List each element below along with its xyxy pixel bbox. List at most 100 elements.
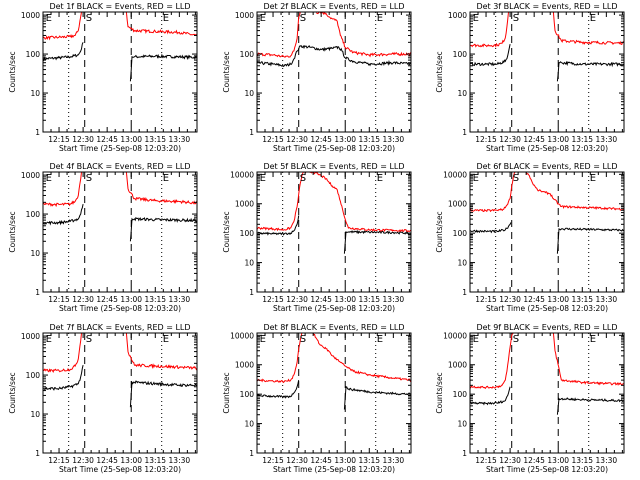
x-axis-label: Start Time (25-Sep-08 12:03:20) xyxy=(59,465,181,474)
x-tick-label: 13:30 xyxy=(596,456,618,465)
lld-trace xyxy=(525,172,624,211)
y-tick-label: 10 xyxy=(30,89,40,98)
y-tick-label: 1 xyxy=(35,128,40,137)
x-tick-label: 13:15 xyxy=(571,295,593,304)
x-tick-label: 13:15 xyxy=(144,456,166,465)
x-axis-label: Start Time (25-Sep-08 12:03:20) xyxy=(59,144,181,153)
y-tick-label: 1 xyxy=(249,449,254,458)
events-trace xyxy=(257,44,411,68)
time-marker: S xyxy=(513,13,519,24)
x-tick-label: 12:45 xyxy=(523,135,545,144)
panel-det-1f: Det 1f BLACK = Events, RED = LLD 1 10 100 10… xyxy=(8,2,198,153)
data-area xyxy=(470,172,624,292)
y-axis-label: Counts/sec xyxy=(222,51,231,92)
panel-title: Det 9f BLACK = Events, RED = LLD xyxy=(476,323,617,332)
plot-frame xyxy=(42,171,198,293)
x-tick-label: 12:15 xyxy=(475,456,497,465)
y-tick-label: 1000 xyxy=(21,11,40,20)
x-tick-label: 12:15 xyxy=(48,456,70,465)
panel-title: Det 8f BLACK = Events, RED = LLD xyxy=(263,323,404,332)
y-tick-label: 1 xyxy=(462,288,467,297)
panel-det-5f: Det 5f BLACK = Events, RED = LLD 1 10 100 10… xyxy=(222,162,412,313)
time-marker: E xyxy=(377,13,383,24)
lld-trace xyxy=(43,333,82,373)
time-marker: E xyxy=(163,334,169,345)
y-tick-label: 100 xyxy=(26,210,41,219)
x-tick-label: 12:30 xyxy=(499,456,521,465)
lld-trace xyxy=(312,333,411,383)
x-tick-label: 13:30 xyxy=(383,135,405,144)
events-trace xyxy=(470,386,511,406)
panel-det-9f: Det 9f BLACK = Events, RED = LLD 1 10 100 10… xyxy=(435,323,625,474)
data-area xyxy=(43,12,197,132)
x-tick-label: 13:30 xyxy=(169,135,191,144)
data-area xyxy=(257,333,411,453)
time-marker: S xyxy=(513,173,519,184)
x-tick-label: 13:30 xyxy=(169,456,191,465)
lld-trace xyxy=(257,12,301,58)
data-area xyxy=(257,172,411,292)
time-marker: E xyxy=(163,13,169,24)
x-axis-label: Start Time (25-Sep-08 12:03:20) xyxy=(486,144,608,153)
lld-trace xyxy=(552,333,624,386)
y-tick-label: 10000 xyxy=(230,170,254,179)
x-axis-label: Start Time (25-Sep-08 12:03:20) xyxy=(273,304,395,313)
y-tick-label: 100 xyxy=(240,229,255,238)
time-marker: S xyxy=(300,13,306,24)
panel-det-7f: Det 7f BLACK = Events, RED = LLD 1 10 100 10… xyxy=(8,323,198,474)
events-trace xyxy=(43,42,84,62)
lld-trace xyxy=(257,172,411,233)
lld-trace xyxy=(125,333,197,371)
y-tick-label: 100 xyxy=(453,390,468,399)
plot-frame xyxy=(469,11,625,133)
events-trace xyxy=(343,385,411,410)
panel-title: Det 1f BLACK = Events, RED = LLD xyxy=(49,2,190,11)
data-area xyxy=(257,12,411,132)
plot-frame xyxy=(469,171,625,293)
x-tick-label: 13:30 xyxy=(169,295,191,304)
panel-det-4f: Det 4f BLACK = Events, RED = LLD 1 10 100 10… xyxy=(8,162,198,313)
panel-det-6f: Det 6f BLACK = Events, RED = LLD 1 10 100 10… xyxy=(435,162,625,313)
y-axis-label: Counts/sec xyxy=(8,211,17,252)
x-tick-label: 12:30 xyxy=(499,295,521,304)
x-tick-label: 13:00 xyxy=(547,456,569,465)
x-tick-label: 13:30 xyxy=(383,456,405,465)
panel-title: Det 6f BLACK = Events, RED = LLD xyxy=(476,162,617,171)
events-trace xyxy=(470,222,512,234)
x-tick-label: 12:45 xyxy=(96,135,118,144)
time-marker: E xyxy=(46,173,52,184)
time-marker: E xyxy=(473,13,479,24)
events-trace xyxy=(43,364,84,391)
data-area xyxy=(470,12,624,132)
y-tick-label: 100 xyxy=(26,50,41,59)
x-tick-label: 13:15 xyxy=(358,135,380,144)
y-tick-label: 10000 xyxy=(230,331,254,340)
events-trace xyxy=(257,379,300,399)
x-tick-label: 12:15 xyxy=(262,456,284,465)
x-tick-label: 12:30 xyxy=(286,295,308,304)
plot-frame xyxy=(256,332,412,454)
x-axis-label: Start Time (25-Sep-08 12:03:20) xyxy=(59,304,181,313)
x-tick-label: 12:45 xyxy=(96,295,118,304)
panel-title: Det 7f BLACK = Events, RED = LLD xyxy=(49,323,190,332)
data-area xyxy=(43,333,197,453)
time-marker: E xyxy=(46,334,52,345)
y-tick-label: 100 xyxy=(26,371,41,380)
x-tick-label: 12:15 xyxy=(262,135,284,144)
lld-trace xyxy=(470,333,514,390)
lld-trace xyxy=(316,12,411,58)
y-tick-label: 1 xyxy=(462,449,467,458)
plot-frame xyxy=(256,171,412,293)
x-tick-label: 13:30 xyxy=(596,135,618,144)
lld-trace xyxy=(470,12,509,48)
y-tick-label: 10 xyxy=(244,89,254,98)
y-tick-label: 10000 xyxy=(443,170,467,179)
x-tick-label: 12:45 xyxy=(310,135,332,144)
panel-title: Det 2f BLACK = Events, RED = LLD xyxy=(263,2,404,11)
x-tick-label: 12:45 xyxy=(523,456,545,465)
time-marker: E xyxy=(473,173,479,184)
data-area xyxy=(470,333,624,453)
y-tick-label: 10 xyxy=(30,249,40,258)
time-marker: E xyxy=(377,173,383,184)
